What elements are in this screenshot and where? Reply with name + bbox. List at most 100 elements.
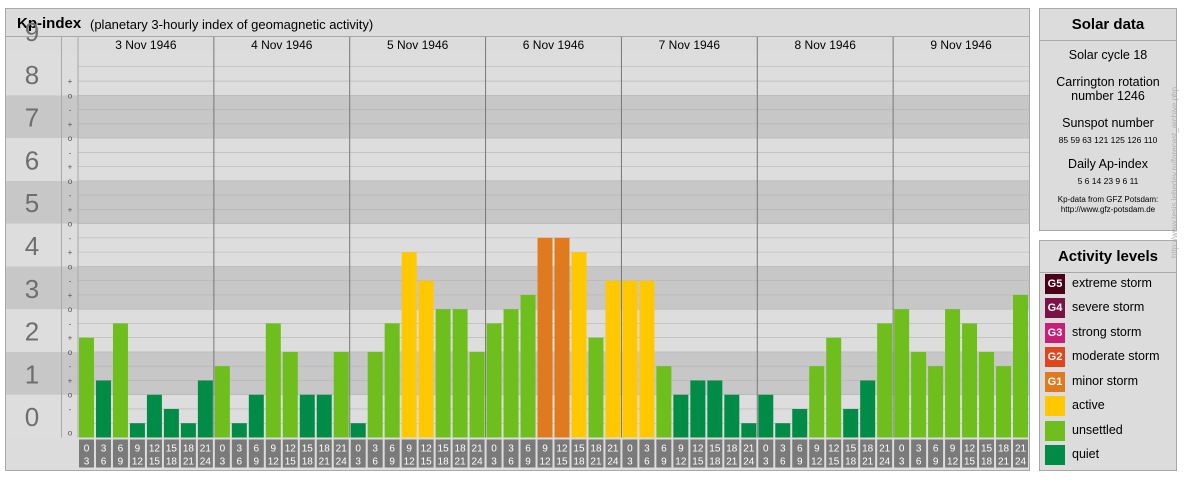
interval-box (792, 439, 808, 468)
kp-bar (673, 394, 689, 438)
day-label: 7 Nov 1946 (659, 38, 721, 52)
chart-title-bar: Kp-index (planetary 3-hourly index of ge… (6, 9, 1029, 37)
interval-end-label: 3 (491, 457, 497, 468)
interval-start-label: 3 (916, 444, 922, 455)
kp-bar (843, 408, 859, 438)
interval-box (452, 439, 468, 468)
interval-end-label: 9 (661, 457, 667, 468)
interval-end-label: 6 (237, 457, 243, 468)
minor-tick-label: o (68, 220, 73, 229)
interval-end-label: 24 (472, 457, 484, 468)
interval-start-label: 9 (542, 444, 548, 455)
kp-bar (469, 351, 485, 438)
interval-end-label: 3 (355, 457, 361, 468)
day-label: 3 Nov 1946 (115, 38, 177, 52)
interval-start-label: 0 (220, 444, 226, 455)
interval-start-label: 6 (797, 444, 803, 455)
kp-band-4 (6, 223, 1029, 267)
interval-box (724, 439, 740, 468)
kp-bar (622, 280, 638, 438)
minor-tick-label: + (68, 205, 73, 214)
source-link[interactable]: http://www.gfz-potsdam.de (1060, 205, 1156, 214)
minor-tick-label: + (68, 120, 73, 129)
interval-end-label: 15 (556, 457, 568, 468)
interval-end-label: 3 (84, 457, 90, 468)
interval-start-label: 18 (590, 444, 602, 455)
interval-box (690, 439, 706, 468)
kp-bar (231, 423, 247, 438)
chart-subtitle: (planetary 3-hourly index of geomagnetic… (90, 17, 374, 32)
kp-bar (299, 394, 315, 438)
interval-box (809, 439, 825, 468)
legend-label-g4: severe storm (1072, 300, 1145, 314)
interval-box (894, 439, 910, 468)
interval-start-label: 0 (491, 444, 497, 455)
interval-box (843, 439, 859, 468)
kp-chart-panel: Kp-index (planetary 3-hourly index of ge… (5, 8, 1030, 471)
legend-label-g5: extreme storm (1072, 276, 1152, 290)
interval-start-label: 3 (780, 444, 786, 455)
kp-bar (605, 280, 621, 438)
interval-start-label: 12 (285, 444, 297, 455)
minor-tick-label: o (68, 305, 73, 314)
kp-bar (588, 337, 604, 438)
interval-end-label: 21 (455, 457, 467, 468)
y-axis-label: 9 (25, 17, 39, 47)
interval-box (435, 439, 451, 468)
interval-end-label: 9 (525, 457, 531, 468)
kp-bar (146, 394, 162, 438)
kp-bar (333, 351, 349, 438)
minor-tick-label: o (68, 391, 73, 400)
interval-end-label: 6 (372, 457, 378, 468)
interval-box (265, 439, 281, 468)
interval-end-label: 21 (590, 457, 602, 468)
interval-start-label: 3 (372, 444, 378, 455)
interval-start-label: 9 (814, 444, 820, 455)
kp-bar (129, 423, 145, 438)
solar-cycle: Solar cycle 18 (1068, 48, 1148, 62)
interval-box (877, 439, 893, 468)
kp-bar (350, 423, 366, 438)
interval-end-label: 12 (268, 457, 280, 468)
interval-end-label: 15 (964, 457, 976, 468)
kp-bar (316, 394, 332, 438)
y-axis-label: 4 (25, 231, 39, 261)
interval-box (979, 439, 995, 468)
interval-box (996, 439, 1012, 468)
interval-end-label: 6 (644, 457, 650, 468)
minor-tick-label: + (68, 248, 73, 257)
chart-title: Kp-index (17, 15, 82, 32)
sunspot-values: 85 59 63 121 125 126 110 (1058, 135, 1158, 145)
interval-end-label: 15 (421, 457, 433, 468)
solar-data-panel: Solar data Solar cycle 18 Carrington rot… (1039, 8, 1177, 231)
carrington-line-1: Carrington rotation (1056, 75, 1160, 89)
interval-end-label: 24 (607, 457, 619, 468)
interval-box (248, 439, 264, 468)
interval-box (180, 439, 196, 468)
minor-tick-label: + (68, 334, 73, 343)
legend-label-g2: moderate storm (1072, 349, 1160, 363)
interval-end-label: 9 (389, 457, 395, 468)
kp-bar (928, 366, 944, 438)
interval-start-label: 21 (879, 444, 891, 455)
interval-box (163, 439, 179, 468)
interval-box (911, 439, 927, 468)
minor-tick-label: + (68, 376, 73, 385)
interval-start-label: 3 (237, 444, 243, 455)
interval-end-label: 21 (319, 457, 331, 468)
minor-tick-label: + (68, 163, 73, 172)
interval-box (775, 439, 791, 468)
interval-start-label: 6 (254, 444, 260, 455)
interval-end-label: 9 (797, 457, 803, 468)
interval-start-label: 6 (933, 444, 939, 455)
kp-bar (418, 280, 434, 438)
interval-start-label: 3 (644, 444, 650, 455)
interval-end-label: 6 (780, 457, 786, 468)
interval-end-label: 24 (336, 457, 348, 468)
interval-start-label: 18 (862, 444, 874, 455)
interval-end-label: 21 (726, 457, 738, 468)
kp-bar (826, 337, 842, 438)
kp-bar (894, 309, 910, 438)
minor-tick-label: - (69, 277, 72, 286)
interval-end-label: 9 (254, 457, 260, 468)
